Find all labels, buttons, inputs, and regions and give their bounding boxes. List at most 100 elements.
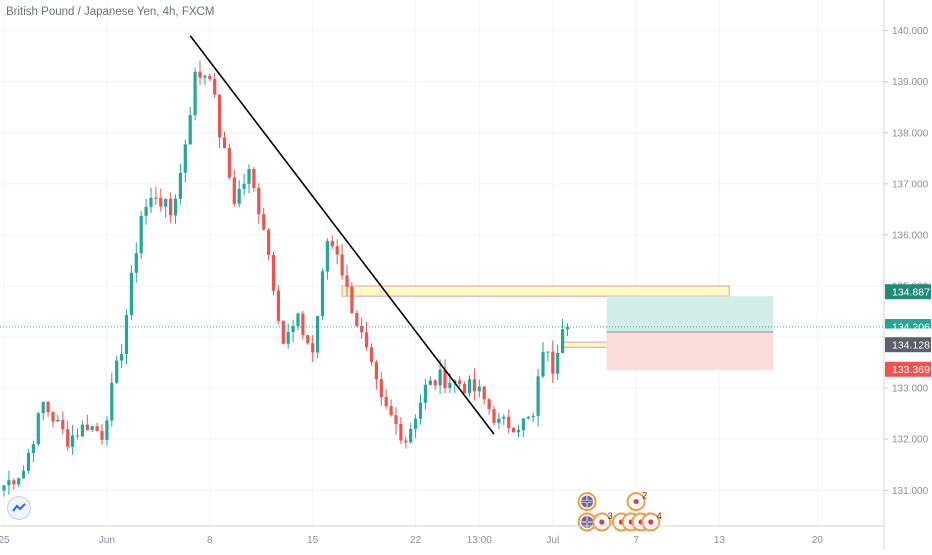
candle — [129, 265, 133, 321]
price-label-entry: 134.128 — [885, 337, 931, 353]
stop-zone[interactable] — [606, 331, 774, 371]
candle — [536, 368, 540, 427]
candle — [541, 342, 545, 379]
candle — [438, 359, 442, 394]
candle — [247, 164, 251, 194]
candle — [31, 440, 35, 462]
candle — [492, 405, 496, 426]
candle — [164, 198, 168, 218]
candle — [467, 375, 472, 397]
candle — [41, 401, 45, 421]
trendline[interactable] — [189, 35, 495, 435]
candle — [458, 376, 462, 387]
candle — [423, 378, 427, 410]
svg-text:3: 3 — [608, 511, 613, 521]
candle — [218, 94, 222, 149]
candle — [551, 340, 555, 384]
price-label-target: 134.887 — [885, 284, 931, 300]
candle — [311, 335, 315, 363]
candle — [433, 378, 437, 390]
candle — [36, 411, 40, 447]
candle — [497, 412, 501, 430]
candle — [276, 285, 280, 325]
candle — [320, 268, 325, 320]
event-uk-flag-top[interactable] — [577, 492, 597, 512]
y-tick-label: 139.000 — [892, 77, 929, 88]
candle — [291, 319, 295, 343]
x-tick-label: 20 — [812, 535, 824, 546]
candle — [26, 449, 31, 474]
svg-text:2: 2 — [642, 491, 647, 501]
y-tick-label: 140.000 — [892, 26, 929, 37]
candle — [105, 416, 109, 446]
candle — [95, 422, 99, 432]
price-label-stop: 133.369 — [885, 361, 931, 377]
y-tick-label: 138.000 — [892, 128, 929, 139]
candle — [2, 485, 6, 497]
candle — [561, 318, 565, 354]
candle — [565, 323, 570, 337]
candle — [418, 394, 423, 425]
candle — [85, 414, 89, 431]
candle — [325, 238, 329, 280]
cloud-icon — [12, 503, 26, 512]
candle — [110, 372, 114, 427]
candle — [75, 428, 80, 440]
candle — [51, 410, 55, 427]
price-axis[interactable]: 131.000132.000133.000134.000135.000136.0… — [883, 0, 929, 550]
chart-title: British Pound / Japanese Yen, 4h, FXCM — [6, 6, 215, 18]
candle — [213, 73, 217, 99]
candle — [12, 478, 16, 490]
x-tick-label: 13:00 — [467, 535, 492, 546]
target-zone[interactable] — [606, 296, 774, 332]
candle — [262, 207, 266, 231]
event-markers[interactable]: 332234 — [577, 491, 662, 532]
candle — [365, 321, 369, 351]
x-tick-label: 13 — [714, 535, 726, 546]
candle — [330, 235, 334, 249]
x-tick-label: Jul — [546, 535, 559, 546]
supply-zone[interactable] — [341, 285, 730, 297]
candle — [512, 427, 516, 433]
x-tick-label: 25 — [0, 535, 10, 546]
y-tick-label: 136.000 — [892, 230, 929, 241]
candle — [384, 389, 388, 410]
time-axis[interactable]: 25 Jun 8 15 22 13:00 Jul 7 13 20 — [0, 525, 884, 546]
svg-text:134.887: 134.887 — [892, 287, 930, 299]
candle — [443, 359, 447, 394]
event-jp-3[interactable]: 3 — [592, 511, 613, 532]
candle — [115, 355, 119, 385]
candle — [173, 194, 178, 224]
candle — [154, 186, 158, 206]
candle — [71, 424, 75, 455]
candle — [507, 409, 511, 434]
y-tick-label: 133.000 — [892, 384, 929, 395]
candle — [46, 400, 50, 417]
candle — [227, 143, 231, 180]
candle — [61, 411, 65, 435]
candle — [355, 310, 359, 328]
candle — [286, 323, 290, 349]
candle — [22, 465, 26, 479]
candle — [257, 183, 261, 225]
candle — [516, 424, 521, 438]
candle — [90, 425, 94, 433]
candle — [232, 170, 236, 207]
candles — [2, 60, 570, 497]
candle — [296, 312, 300, 331]
event-jp-2-top[interactable]: 2 — [626, 491, 648, 512]
trendline-drawing[interactable] — [189, 35, 495, 435]
candle — [316, 315, 320, 359]
long-position-tool[interactable] — [606, 296, 774, 371]
x-tick-label: 15 — [307, 535, 319, 546]
candle — [183, 139, 187, 183]
candle — [502, 414, 506, 426]
candle — [472, 368, 476, 401]
candle — [267, 227, 271, 261]
candle — [252, 166, 256, 192]
tradingview-logo-icon[interactable] — [7, 496, 31, 520]
x-tick-label: 22 — [410, 535, 422, 546]
